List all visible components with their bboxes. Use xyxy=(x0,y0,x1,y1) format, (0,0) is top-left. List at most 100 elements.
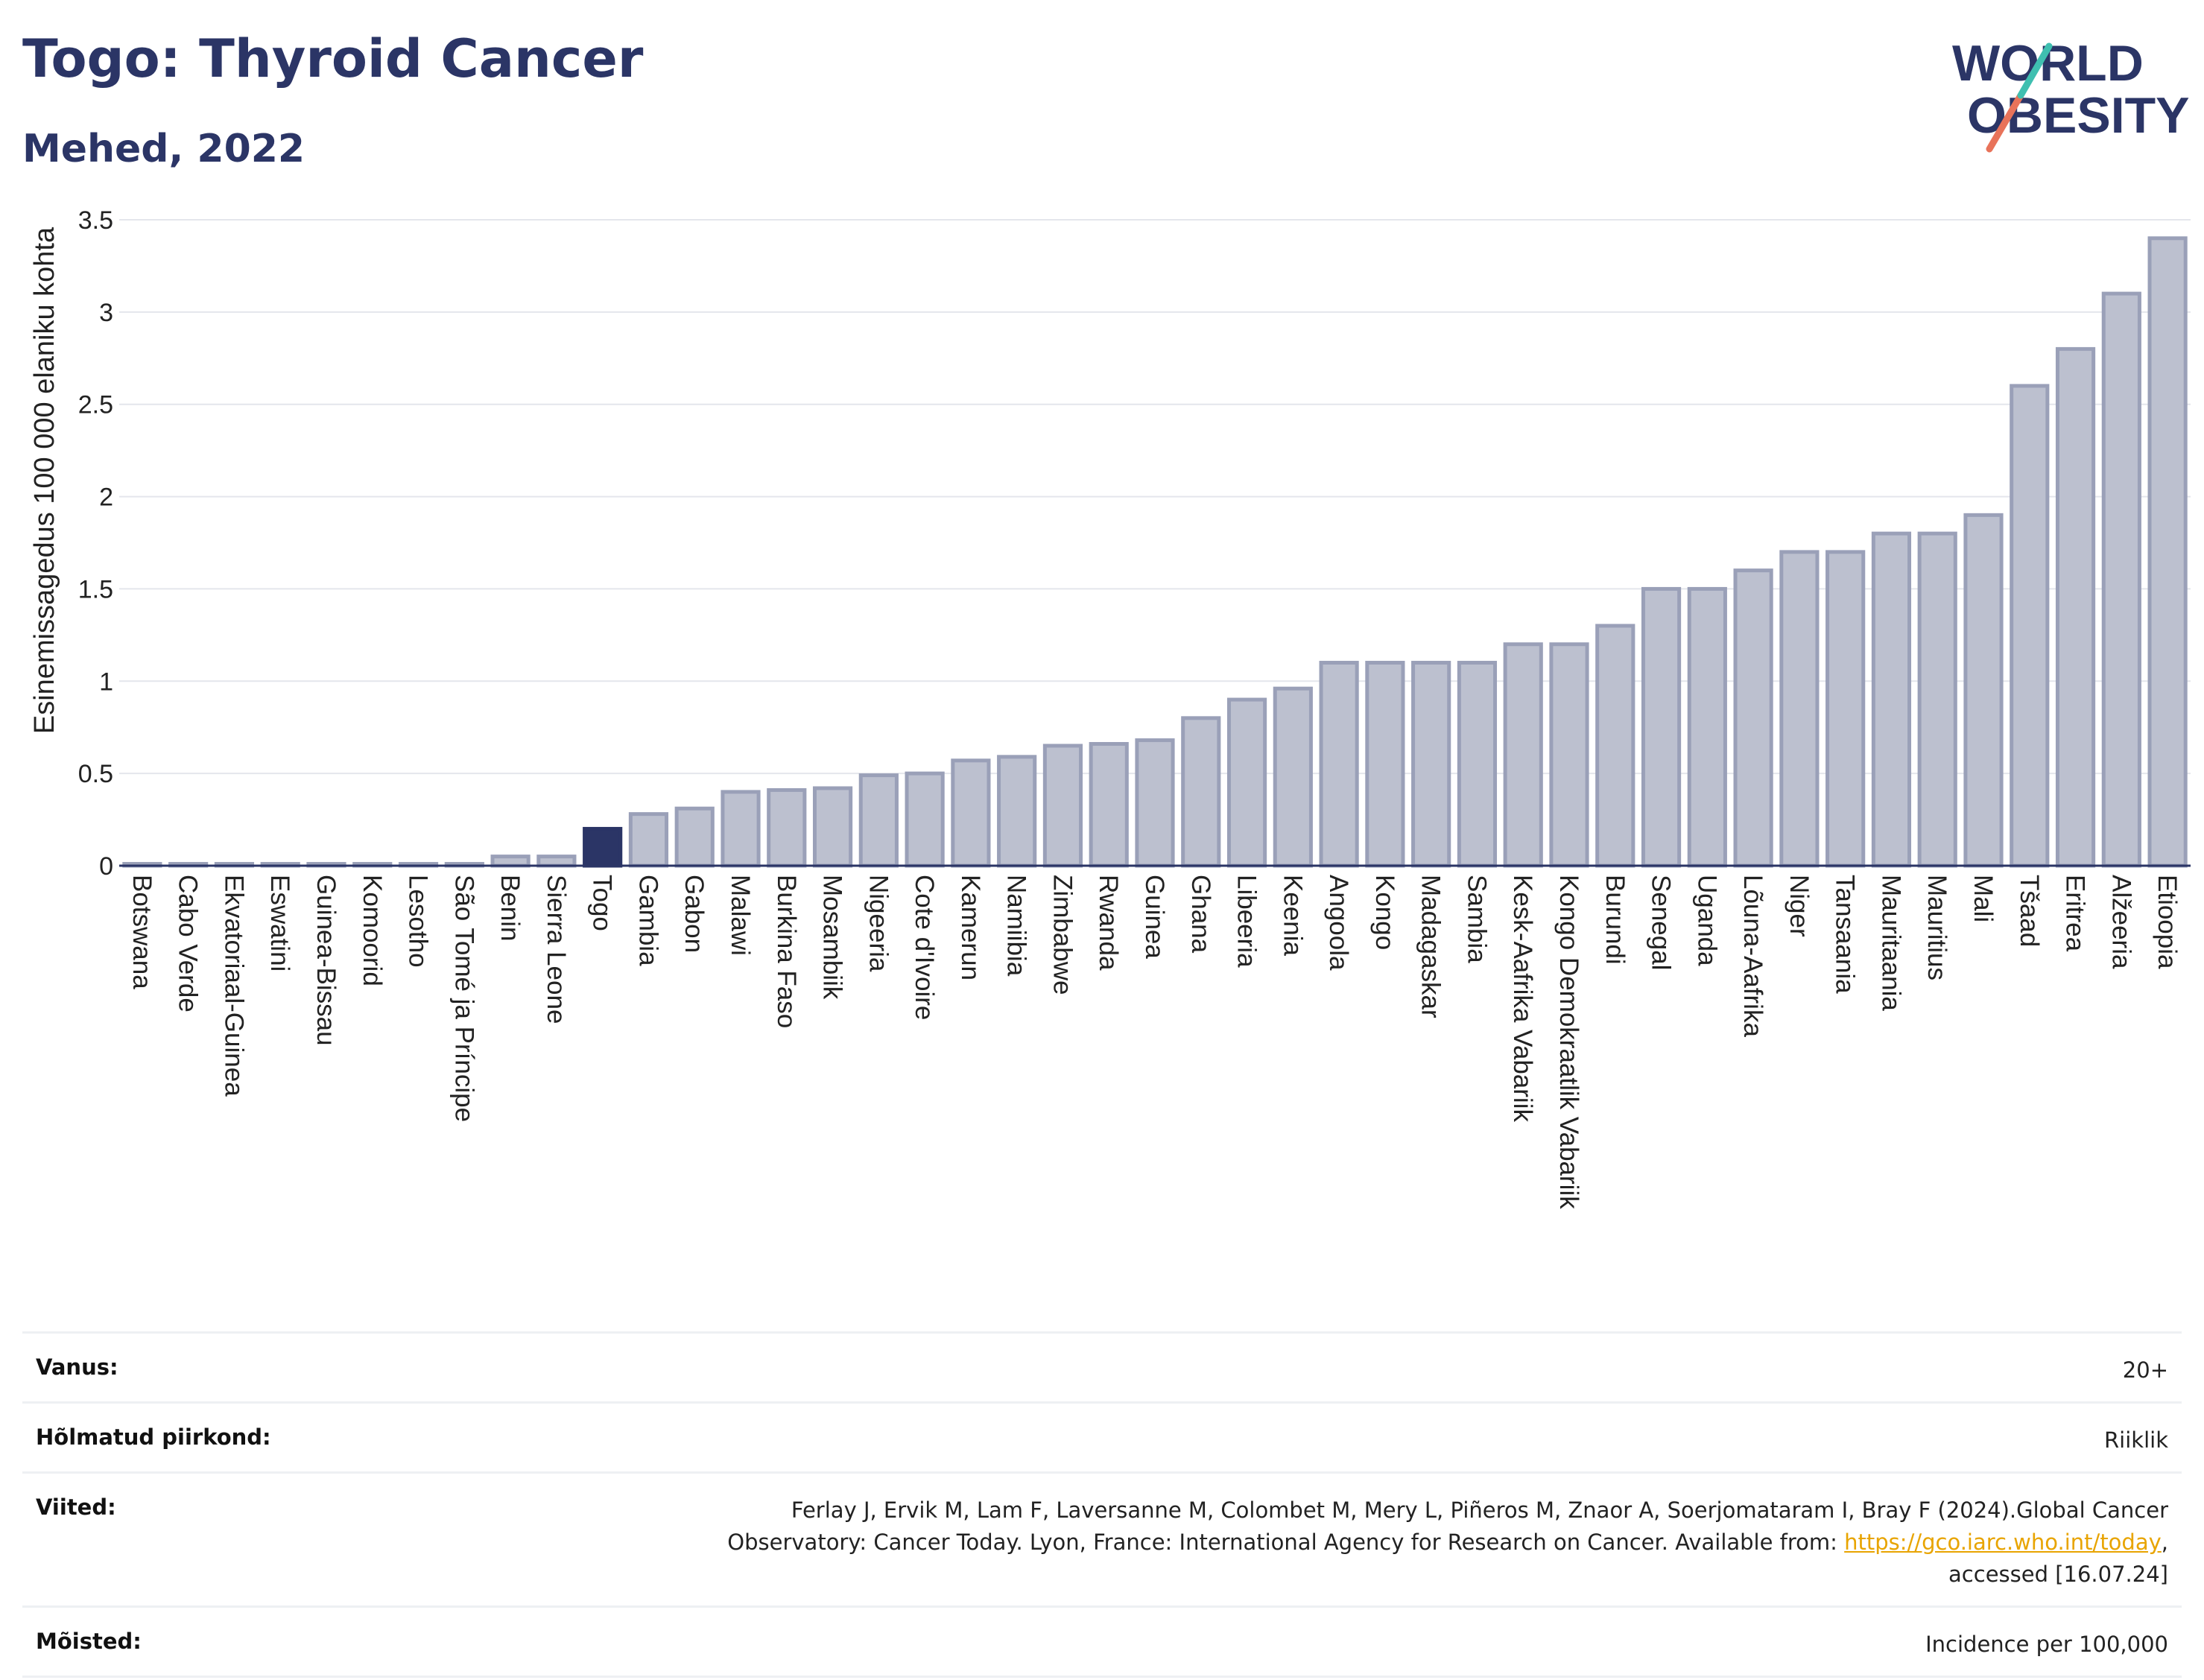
bar-burundi xyxy=(1595,624,1635,868)
x-tick-label: Komoorid xyxy=(358,875,387,986)
bar-malawi xyxy=(721,790,761,868)
bar-zimbabwe xyxy=(1042,744,1083,868)
x-tick-label: Senegal xyxy=(1647,875,1676,970)
x-tick-label: Uganda xyxy=(1692,875,1721,966)
x-tick-label: Cabo Verde xyxy=(174,875,203,1012)
bar-niger xyxy=(1779,550,1820,868)
bar-kamerun xyxy=(951,758,991,868)
x-tick-label: Keenia xyxy=(1278,875,1307,957)
x-tick-label: Kesk-Aafrika Vabariik xyxy=(1508,875,1537,1122)
x-tick-label: Tansaania xyxy=(1831,875,1860,994)
bar-uganda xyxy=(1687,586,1727,868)
bar-kesk-aafrika-vabariik xyxy=(1503,642,1543,868)
x-tick-label: Lõuna-Aafrika xyxy=(1738,875,1767,1037)
x-tick-label: Kongo Demokraatlik Vabariik xyxy=(1554,875,1583,1209)
bar-cote-d-ivoire xyxy=(905,771,945,868)
metadata-table: Vanus: 20+ Hõlmatud piirkond: Riiklik Vi… xyxy=(22,1331,2182,1678)
bar-madagaskar xyxy=(1411,661,1451,868)
bar-eritrea xyxy=(2055,346,2096,868)
x-tick-label: Mauritaania xyxy=(1876,875,1905,1011)
meta-row-references: Viited: Ferlay J, Ervik M, Lam F, Lavers… xyxy=(22,1471,2182,1605)
x-tick-label: São Tomé ja Príncipe xyxy=(449,875,478,1122)
bar-nigeeria xyxy=(858,773,899,868)
bar-mali xyxy=(1963,513,2004,868)
meta-region-label: Hõlmatud piirkond: xyxy=(36,1424,271,1450)
x-tick-label: Etioopia xyxy=(2153,875,2182,969)
x-tick-label: Gabon xyxy=(680,875,709,953)
meta-row-definitions: Mõisted: Incidence per 100,000 xyxy=(22,1605,2182,1678)
x-tick-label: Malawi xyxy=(726,875,755,956)
meta-refs-text-4: accessed [16.07.24] xyxy=(1948,1562,2168,1587)
x-tick-label: Namiibia xyxy=(1002,875,1031,977)
y-tick-label: 3.5 xyxy=(78,206,113,235)
bar-rwanda xyxy=(1089,742,1129,868)
logo-slash-red xyxy=(1986,92,2024,153)
x-tick-label: Benin xyxy=(495,875,525,942)
meta-age-value: 20+ xyxy=(2122,1357,2168,1383)
page-title: Togo: Thyroid Cancer xyxy=(22,28,644,89)
x-tick-label: Rwanda xyxy=(1094,875,1123,971)
x-tick-label: Kamerun xyxy=(956,875,985,980)
x-tick-label: Cote d'Ivoire xyxy=(910,875,939,1020)
x-tick-label: Burkina Faso xyxy=(772,875,801,1028)
bar-angoola xyxy=(1319,661,1359,868)
y-tick-label: 2 xyxy=(99,484,113,512)
meta-refs-link[interactable]: https://gco.iarc.who.int/today xyxy=(1844,1530,2162,1555)
bar-mauritius xyxy=(1917,531,1957,868)
x-tick-label: Sierra Leone xyxy=(542,875,571,1024)
x-tick-label: Sambia xyxy=(1462,875,1491,963)
x-tick-label: Gambia xyxy=(633,875,662,966)
bar-gambia xyxy=(628,812,669,868)
meta-defs-value: Incidence per 100,000 xyxy=(1925,1632,2168,1657)
x-tick-label: Guinea-Bissau xyxy=(311,875,341,1046)
bar-al-eeria xyxy=(2101,291,2141,868)
chart-bars xyxy=(122,236,2188,868)
x-tick-label: Mauritius xyxy=(1922,875,1951,980)
x-tick-label: Angoola xyxy=(1324,875,1353,971)
y-tick-label: 0.5 xyxy=(78,760,113,788)
bar-libeeria xyxy=(1226,697,1267,868)
meta-row-region: Hõlmatud piirkond: Riiklik xyxy=(22,1401,2182,1471)
x-tick-label: Mali xyxy=(1969,875,1998,922)
y-tick-label: 3 xyxy=(99,299,113,327)
bar-sierra-leone xyxy=(536,855,577,868)
x-tick-label: Nigeeria xyxy=(864,875,893,972)
bar-ghana xyxy=(1181,716,1221,868)
bar-mauritaania xyxy=(1871,531,1912,868)
x-tick-label: Togo xyxy=(588,875,617,931)
logo-slash-teal xyxy=(2017,42,2053,99)
x-tick-label: Alžeeria xyxy=(2106,875,2135,969)
x-tick-label: Guinea xyxy=(1140,875,1169,959)
meta-defs-label: Mõisted: xyxy=(36,1629,142,1654)
meta-refs-text-1: Ferlay J, Ervik M, Lam F, Laversanne M, … xyxy=(791,1497,2168,1523)
y-axis-ticks: 0 0.5 1 1.5 2 2.5 3 3.5 xyxy=(78,206,113,881)
x-tick-label: Madagaskar xyxy=(1416,875,1445,1018)
x-tick-label: Zimbabwe xyxy=(1048,875,1077,995)
meta-refs-text-3: , xyxy=(2161,1530,2168,1555)
meta-refs-text-2: Observatory: Cancer Today. Lyon, France:… xyxy=(727,1530,1845,1555)
x-tick-label: Mosambiik xyxy=(818,875,847,1000)
meta-refs-label: Viited: xyxy=(36,1494,116,1520)
bar-guinea xyxy=(1135,738,1175,868)
x-tick-label: Kongo xyxy=(1370,875,1399,950)
y-tick-label: 1 xyxy=(99,668,113,696)
bar-namiibia xyxy=(997,755,1037,868)
x-tick-label: Ghana xyxy=(1186,875,1215,954)
bar-tansaania xyxy=(1825,550,1866,868)
meta-row-age: Vanus: 20+ xyxy=(22,1331,2182,1401)
y-tick-label: 1.5 xyxy=(78,575,113,603)
x-tick-label: Lesotho xyxy=(404,875,433,968)
meta-refs-value: Ferlay J, Ervik M, Lam F, Laversanne M, … xyxy=(727,1494,2168,1591)
bar-sambia xyxy=(1457,661,1498,868)
x-axis-ticks: Botswana Cabo Verde Ekvatoriaal-Guinea Eswa… xyxy=(127,875,2182,1209)
logo-line2: OBESITY xyxy=(1967,87,2190,144)
bar-kongo xyxy=(1365,661,1405,868)
bar-l-una-aafrika xyxy=(1733,568,1773,868)
bar-togo xyxy=(583,826,623,868)
bar-senegal xyxy=(1641,586,1682,868)
bar-mosambiik xyxy=(812,786,853,868)
x-tick-label: Eritrea xyxy=(2061,875,2090,952)
x-tick-label: Ekvatoriaal-Guinea xyxy=(219,875,248,1097)
x-tick-label: Botswana xyxy=(127,875,156,989)
bar-benin xyxy=(490,855,531,868)
